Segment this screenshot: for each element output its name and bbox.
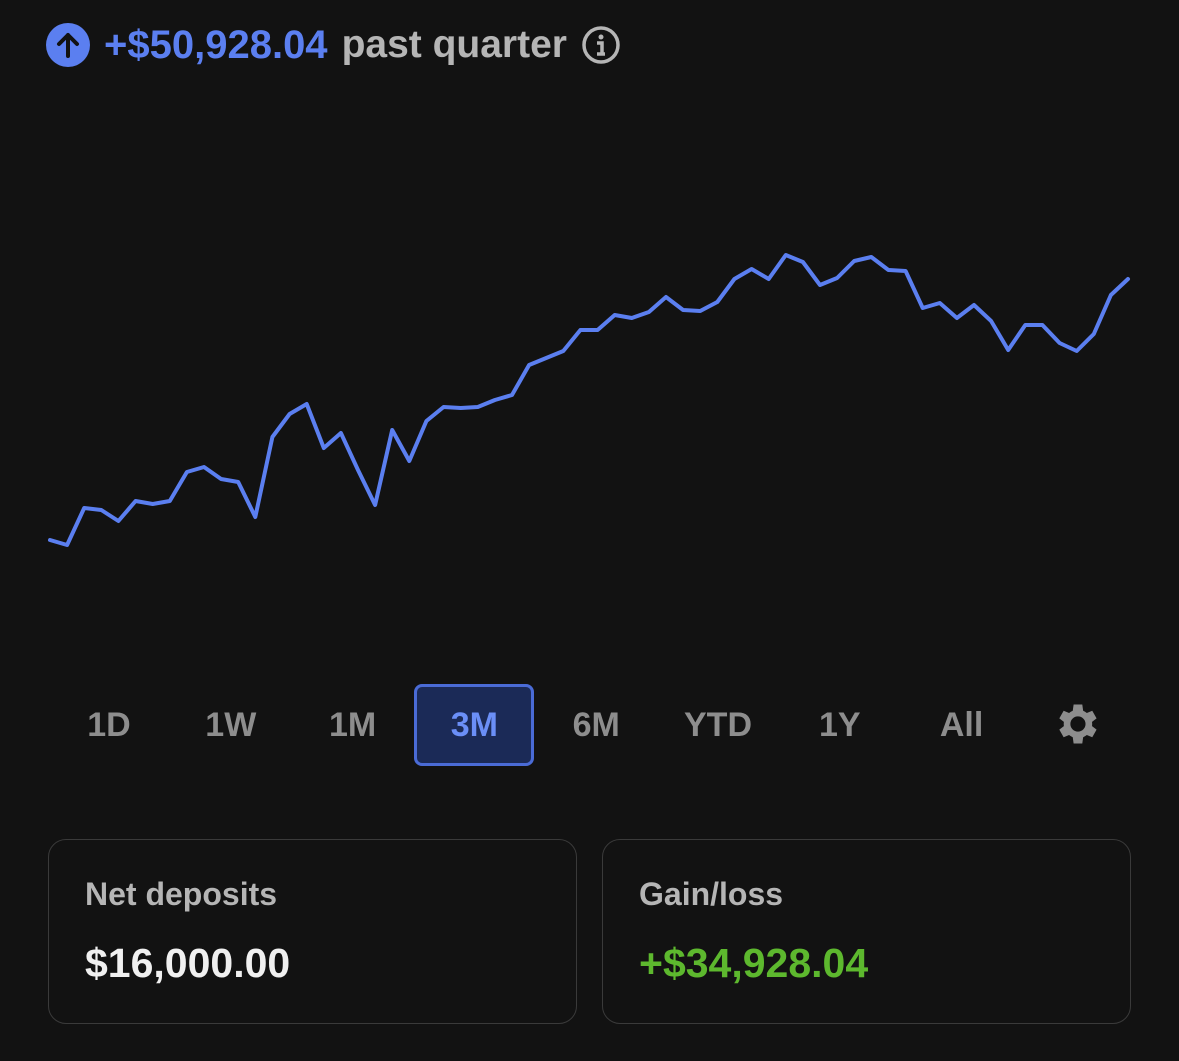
period-label: past quarter [341,23,567,66]
price-line [48,253,1130,547]
card-value: +$34,928.04 [639,940,869,986]
range-selector: 1D 1W 1M 3M 6M YTD 1Y All [48,684,1128,766]
range-button[interactable]: 3M [414,684,535,766]
range-button[interactable]: All [939,705,984,744]
card-label: Net deposits [85,876,278,912]
chart [48,253,1130,547]
up-icon [46,23,90,67]
info-icon[interactable] [581,25,621,65]
range-button[interactable]: 1M [328,705,377,744]
range-button[interactable]: 6M [572,705,620,744]
summary-card: Net deposits $16,000.00 [48,839,577,1024]
range-button[interactable]: 1Y [819,705,861,744]
card-label: Gain/loss [639,876,784,912]
change-amount: +$50,928.04 [104,22,328,67]
range-button[interactable]: YTD [684,705,752,744]
range-button[interactable]: 1D [87,705,131,744]
summary-card: Gain/loss +$34,928.04 [602,839,1131,1024]
card-value: $16,000.00 [85,940,291,986]
range-button[interactable]: 1W [205,705,257,744]
settings-icon[interactable] [1050,698,1102,750]
header: +$50,928.04 past quarter [46,20,621,70]
